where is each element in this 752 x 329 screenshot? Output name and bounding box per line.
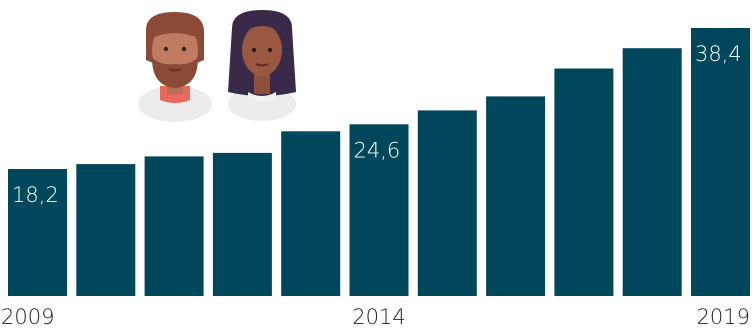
bars-group (8, 28, 750, 297)
bar-2015 (417, 110, 477, 297)
x-tick-label-2009: 2009 (1, 305, 54, 329)
bar-2019 (691, 28, 750, 296)
x-tick-label-2014: 2014 (352, 305, 405, 329)
bar-2011 (144, 156, 204, 296)
bar-2017 (554, 68, 614, 296)
data-labels-group: 18,2 24,6 38,4 (12, 42, 742, 207)
bar-2009 (8, 169, 67, 296)
bar-2014 (349, 124, 409, 296)
data-label-2009: 18,2 (12, 183, 59, 207)
x-tick-label-2019: 2019 (697, 305, 750, 329)
x-axis-tick-labels: 2009 2014 2019 (1, 305, 750, 329)
woman-avatar-icon (228, 10, 296, 121)
people-illustration (138, 10, 296, 122)
data-label-2014: 24,6 (354, 138, 401, 162)
bar-2018 (622, 48, 682, 297)
bar-2016 (486, 96, 546, 297)
bar-2010 (76, 164, 136, 296)
bar-2012 (212, 152, 272, 296)
bar-2013 (281, 131, 341, 296)
man-avatar-icon (138, 12, 212, 122)
data-label-2019: 38,4 (695, 42, 742, 66)
